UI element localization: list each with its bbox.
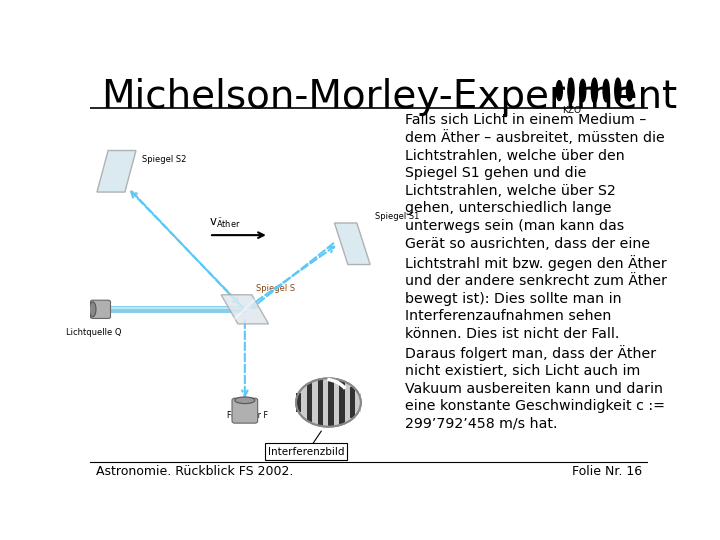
Ellipse shape: [591, 78, 598, 103]
Polygon shape: [307, 383, 312, 422]
Ellipse shape: [557, 80, 562, 100]
Text: Folie Nr. 16: Folie Nr. 16: [572, 465, 642, 478]
Text: Interferenzbild: Interferenzbild: [268, 447, 344, 457]
Polygon shape: [356, 393, 361, 412]
Text: Lichtquelle Q: Lichtquelle Q: [66, 328, 122, 337]
Text: Spiegel S2: Spiegel S2: [142, 154, 186, 164]
Text: Fernrohr F: Fernrohr F: [227, 411, 268, 420]
Ellipse shape: [626, 80, 633, 101]
Polygon shape: [302, 387, 307, 418]
Polygon shape: [323, 379, 328, 427]
Ellipse shape: [615, 78, 621, 103]
Polygon shape: [350, 387, 356, 418]
Polygon shape: [221, 295, 269, 324]
Text: Spiegel S1: Spiegel S1: [374, 212, 419, 221]
Polygon shape: [334, 379, 339, 426]
Polygon shape: [97, 151, 136, 192]
Polygon shape: [312, 381, 318, 424]
Ellipse shape: [580, 79, 586, 102]
Text: Spiegel S: Spiegel S: [256, 284, 295, 293]
Text: KZO: KZO: [562, 106, 581, 116]
Circle shape: [296, 379, 361, 427]
Text: v$_{\mathregular{\ddot{A}ther}}$: v$_{\mathregular{\ddot{A}ther}}$: [209, 217, 240, 230]
Polygon shape: [345, 383, 350, 422]
Ellipse shape: [89, 302, 96, 317]
Ellipse shape: [603, 79, 609, 102]
FancyBboxPatch shape: [91, 300, 110, 319]
Ellipse shape: [235, 397, 255, 403]
Text: Astronomie. Rückblick FS 2002.: Astronomie. Rückblick FS 2002.: [96, 465, 293, 478]
Text: Michelson-Morley-Experiment: Michelson-Morley-Experiment: [101, 78, 678, 116]
Polygon shape: [110, 306, 245, 313]
Text: Falls sich Licht in einem Medium –
dem Äther – ausbreitet, müssten die
Lichtstra: Falls sich Licht in einem Medium – dem Ä…: [405, 113, 667, 431]
FancyBboxPatch shape: [232, 398, 258, 423]
Polygon shape: [335, 223, 370, 265]
Polygon shape: [328, 379, 334, 427]
Polygon shape: [296, 393, 302, 412]
Ellipse shape: [568, 78, 574, 103]
Polygon shape: [339, 381, 345, 424]
Polygon shape: [318, 379, 323, 426]
